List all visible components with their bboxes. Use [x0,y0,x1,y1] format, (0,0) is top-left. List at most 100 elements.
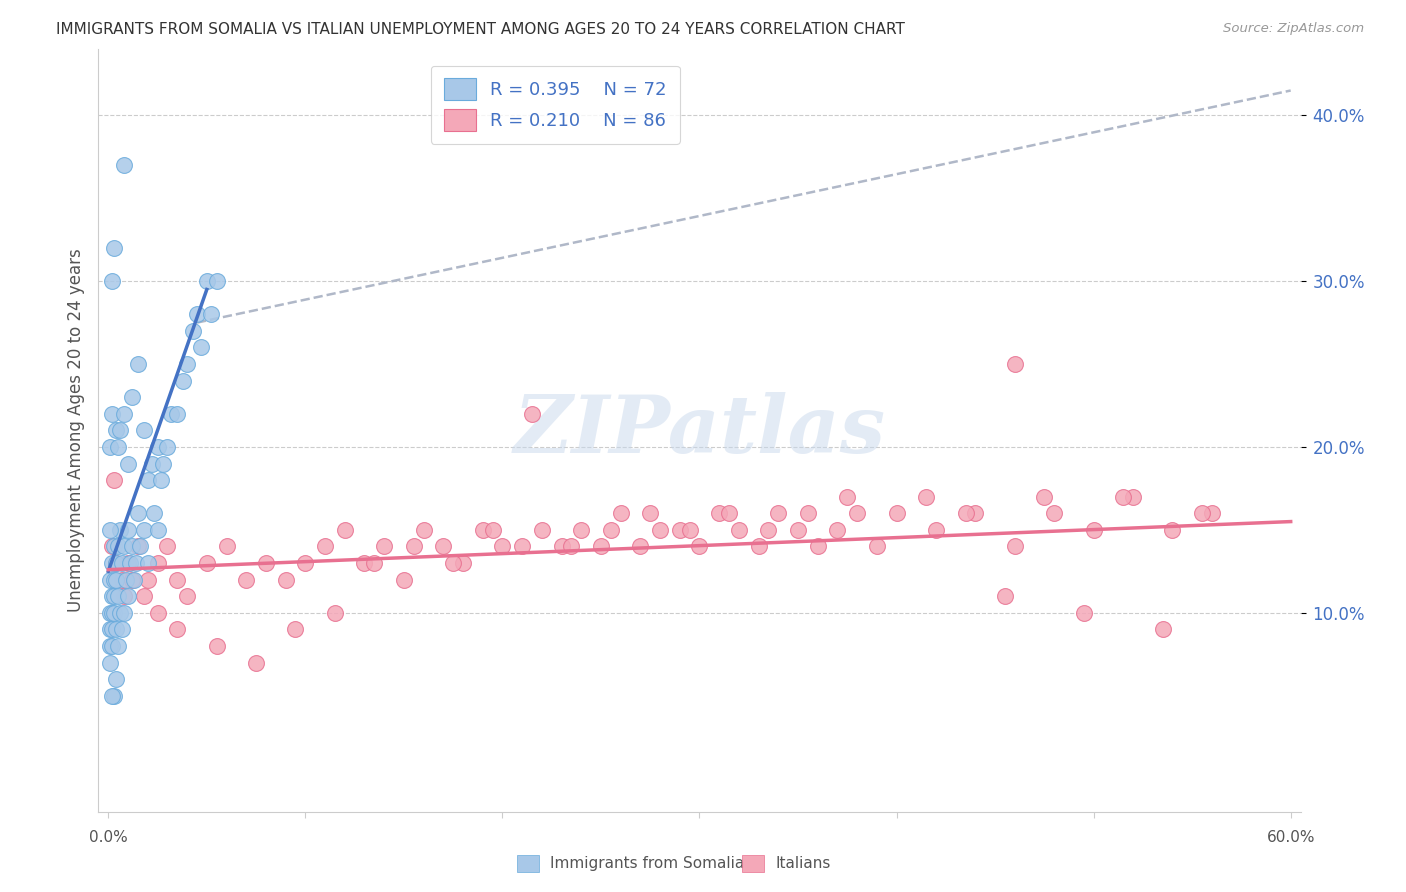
Point [648,523,671,537]
Point [105,424,128,438]
Point [101,639,124,653]
Point [837,490,859,504]
Point [101,606,124,620]
Point [797,506,820,520]
Point [195,556,218,570]
Point [112,606,135,620]
Point [609,506,631,520]
Point [152,457,174,471]
Point [105,556,128,570]
Point [254,556,277,570]
Point [121,390,143,404]
Point [195,274,218,288]
Point [121,540,143,554]
Point [101,689,124,703]
Point [103,689,125,703]
Point [471,523,494,537]
Point [98,573,121,587]
Point [118,556,141,570]
Point [107,440,129,454]
Point [108,523,131,537]
Point [274,573,297,587]
Point [628,540,651,554]
Point [136,556,159,570]
Point [827,523,849,537]
Point [530,523,553,537]
Point [136,473,159,487]
Point [98,656,121,670]
Point [441,556,464,570]
Point [215,540,238,554]
Point [105,556,128,570]
Point [965,506,987,520]
Point [117,589,139,603]
Point [107,639,129,653]
Point [1033,490,1056,504]
Text: Immigrants from Somalia: Immigrants from Somalia [551,856,745,871]
Point [205,274,228,288]
Point [1191,506,1213,520]
Point [510,540,533,554]
Point [205,639,228,653]
Point [1004,357,1026,371]
Point [451,556,474,570]
Point [146,523,169,537]
Point [103,540,125,554]
Text: IMMIGRANTS FROM SOMALIA VS ITALIAN UNEMPLOYMENT AMONG AGES 20 TO 24 YEARS CORREL: IMMIGRANTS FROM SOMALIA VS ITALIAN UNEMP… [56,22,905,37]
Point [103,473,125,487]
Point [103,241,125,255]
Point [1201,506,1223,520]
Point [886,506,908,520]
Point [728,523,751,537]
Point [412,523,434,537]
Point [101,407,124,421]
Text: Italians: Italians [776,856,831,871]
Point [101,274,124,288]
Point [186,307,208,321]
Point [807,540,830,554]
Point [200,307,222,321]
Point [1043,506,1066,520]
Point [136,573,159,587]
Point [172,374,194,388]
Point [121,573,143,587]
Point [432,540,454,554]
Point [353,556,375,570]
Point [132,424,155,438]
Point [127,540,149,554]
Point [101,589,124,603]
Point [481,523,503,537]
Point [146,440,169,454]
Point [1083,523,1105,537]
Point [768,506,790,520]
Point [373,540,395,554]
Point [787,523,810,537]
Point [111,556,134,570]
Point [132,589,155,603]
Point [101,540,124,554]
Point [127,506,149,520]
Point [127,357,149,371]
Point [128,540,150,554]
Point [101,556,124,570]
Point [846,506,869,520]
Point [1073,606,1095,620]
Point [181,324,204,338]
Point [709,506,731,520]
Point [678,523,700,537]
Point [392,573,415,587]
Point [638,506,661,520]
Point [142,506,165,520]
Point [156,440,179,454]
Point [599,523,621,537]
Point [314,540,336,554]
Text: Source: ZipAtlas.com: Source: ZipAtlas.com [1223,22,1364,36]
Point [1161,523,1184,537]
Point [108,424,131,438]
Point [402,540,425,554]
Point [589,540,612,554]
Point [1122,490,1144,504]
Point [125,556,148,570]
Point [718,506,741,520]
Point [112,540,135,554]
